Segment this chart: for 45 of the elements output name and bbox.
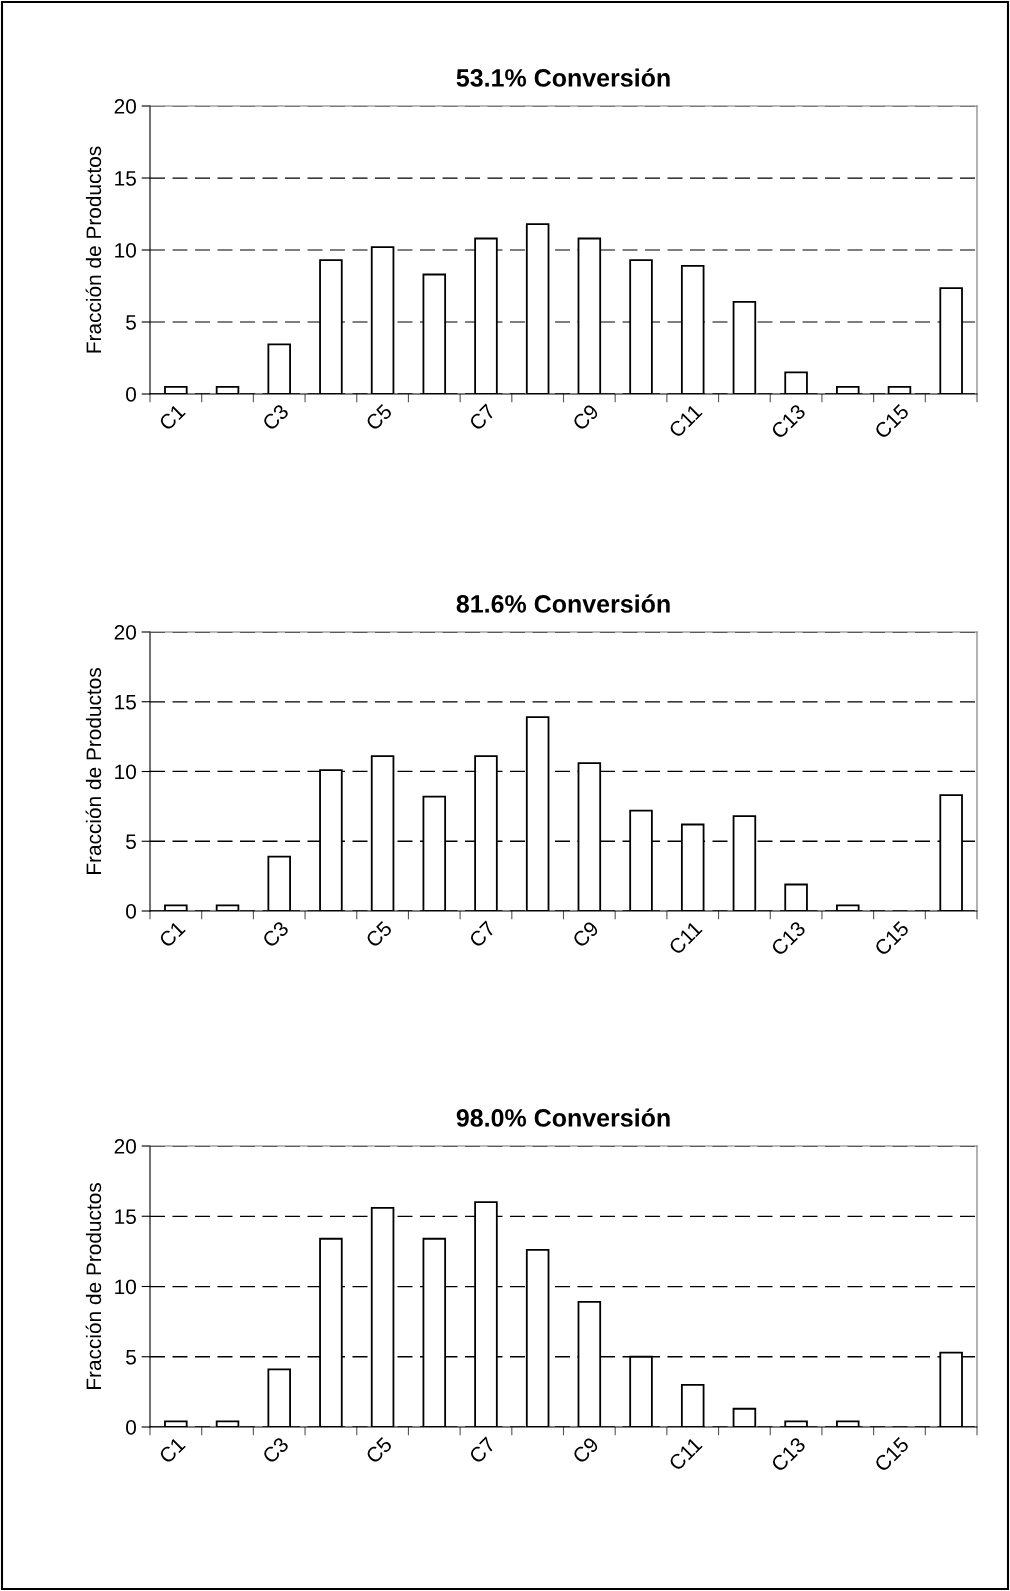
y-tick-label: 0: [126, 904, 136, 919]
y-tick-label: 10: [115, 243, 136, 258]
x-tick-label: C11: [667, 403, 703, 439]
x-tick-label: C7: [468, 1436, 497, 1465]
y-tick-label: 10: [115, 1279, 136, 1295]
y-tick-label: 15: [115, 1209, 136, 1224]
x-tick-label: C13: [770, 403, 807, 440]
y-axis-title: Fracción de Productos: [85, 146, 102, 353]
y-axis-title: Fracción de Productos: [85, 1183, 102, 1389]
x-tick-label: C1: [158, 1436, 186, 1465]
x-tick-label: C9: [571, 1436, 600, 1465]
y-axis-title: Fracción de Productos: [85, 668, 102, 874]
x-tick-label: C11: [667, 920, 703, 956]
x-tick-label: C9: [571, 920, 600, 949]
y-tick-label: 20: [114, 1139, 136, 1154]
y-tick-label: 0: [126, 1420, 136, 1435]
y-tick-label: 5: [126, 1349, 136, 1365]
x-tick-label: C5: [364, 1436, 393, 1465]
y-tick-label: 5: [126, 315, 136, 330]
x-tick-label: C9: [571, 403, 600, 432]
x-tick-label: C5: [364, 920, 393, 949]
y-tick-label: 20: [114, 99, 136, 114]
x-tick-label: C1: [158, 403, 186, 432]
x-tick-label: C15: [873, 1436, 910, 1473]
x-tick-label: C15: [873, 403, 910, 440]
y-tick-label: 15: [115, 694, 136, 710]
x-tick-label: C7: [468, 920, 497, 949]
x-tick-label: C15: [873, 920, 910, 957]
y-tick-label: 5: [126, 834, 136, 849]
x-tick-label: C13: [770, 1436, 807, 1473]
x-tick-label: C5: [364, 403, 393, 432]
x-tick-label: C13: [770, 920, 807, 957]
chart-title: 81.6% Conversión: [456, 594, 670, 613]
x-tick-label: C7: [468, 403, 497, 432]
x-tick-label: C3: [261, 1436, 290, 1465]
x-tick-label: C1: [158, 920, 186, 949]
chart-title: 53.1% Conversión: [456, 68, 670, 87]
x-tick-label: C3: [261, 403, 290, 432]
y-tick-label: 20: [114, 625, 136, 640]
y-tick-label: 15: [115, 171, 136, 186]
chart-title: 98.0% Conversión: [456, 1108, 670, 1127]
y-tick-label: 0: [126, 387, 136, 402]
x-tick-label: C3: [261, 920, 290, 949]
x-tick-label: C11: [667, 1436, 703, 1472]
y-tick-label: 10: [115, 764, 136, 780]
